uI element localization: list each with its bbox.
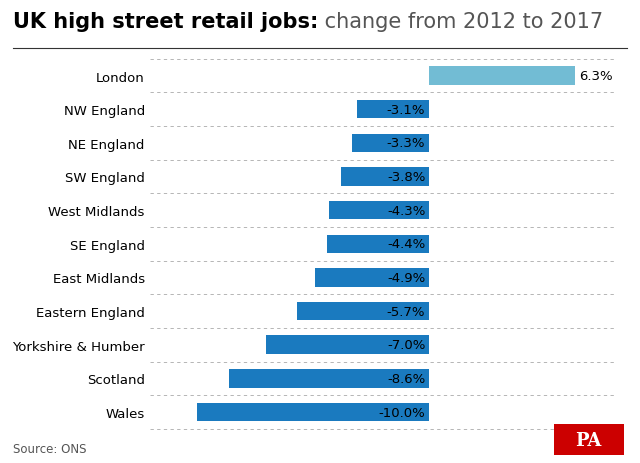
Text: -7.0%: -7.0% — [387, 338, 426, 351]
Text: -4.3%: -4.3% — [387, 204, 426, 217]
Text: PA: PA — [575, 431, 602, 449]
Text: -3.1%: -3.1% — [387, 103, 426, 116]
Text: -4.9%: -4.9% — [387, 271, 426, 284]
Bar — [326, 235, 429, 253]
Bar — [229, 369, 429, 388]
Text: -3.3%: -3.3% — [387, 137, 426, 150]
Text: 6.3%: 6.3% — [580, 70, 613, 83]
Bar — [266, 336, 429, 354]
Bar — [357, 100, 429, 119]
Bar — [296, 302, 429, 320]
Bar — [340, 168, 429, 186]
Bar — [429, 67, 575, 86]
Text: -3.8%: -3.8% — [387, 170, 426, 183]
Text: -8.6%: -8.6% — [387, 372, 426, 385]
Text: change from 2012 to 2017: change from 2012 to 2017 — [318, 12, 604, 31]
Bar — [197, 403, 429, 421]
Text: UK high street retail jobs:: UK high street retail jobs: — [13, 12, 318, 31]
Text: -5.7%: -5.7% — [387, 305, 426, 318]
Bar — [315, 269, 429, 287]
Bar — [329, 201, 429, 220]
Text: -10.0%: -10.0% — [379, 406, 426, 419]
Text: Source: ONS: Source: ONS — [13, 442, 86, 455]
Bar — [352, 134, 429, 153]
Text: -4.4%: -4.4% — [387, 238, 426, 251]
